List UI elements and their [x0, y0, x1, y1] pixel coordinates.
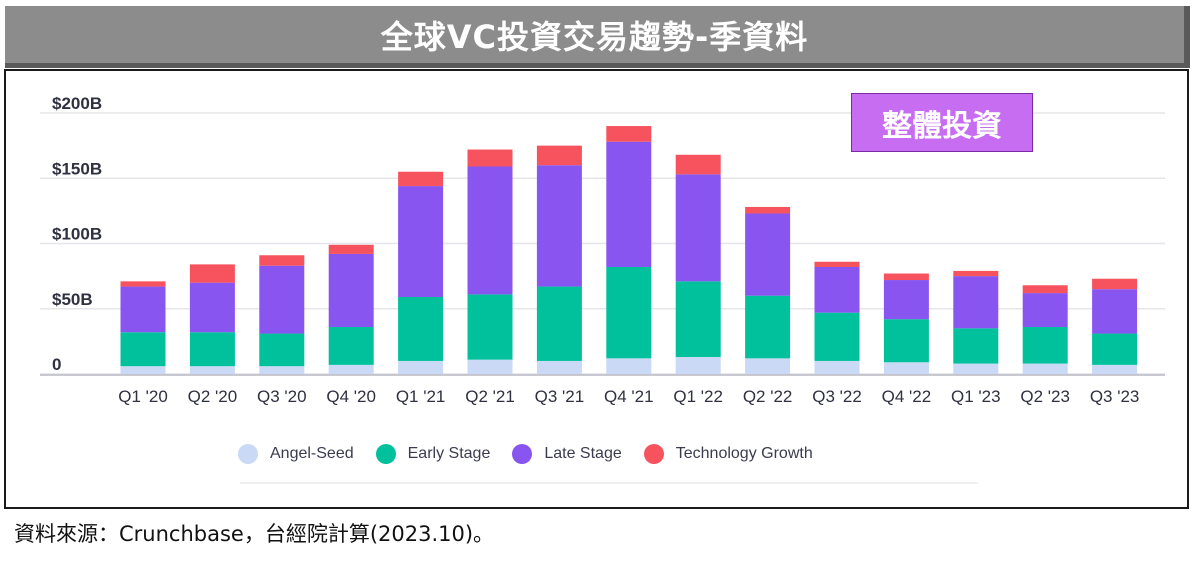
bar-segment [675, 357, 721, 374]
bar-segment [328, 244, 374, 254]
bar-segment [1022, 285, 1068, 294]
bar-segment [606, 266, 652, 359]
bar-segment [259, 333, 305, 367]
legend-label: Angel-Seed [270, 445, 354, 462]
bar-segment [536, 286, 582, 361]
legend-swatch [643, 444, 664, 464]
bar-segment [675, 281, 721, 358]
source-note: 資料來源：Crunchbase，台經院計算(2023.10)。 [14, 522, 495, 546]
bar-segment [953, 276, 999, 329]
x-tick-label: Q4 '22 [882, 387, 932, 406]
y-tick-label: $50B [52, 290, 93, 309]
x-tick-label: Q3 '22 [812, 387, 862, 406]
overall-investment-badge: 整體投資 [851, 93, 1033, 152]
bar-segment [120, 286, 166, 333]
bar-segment [883, 362, 929, 374]
bar-segment [606, 358, 652, 374]
bar-segment [398, 297, 444, 361]
bar-segment [189, 366, 235, 374]
y-tick-label: $100B [52, 225, 102, 244]
bar-segment [675, 154, 721, 175]
bar-segment [120, 281, 166, 287]
bar-segment [398, 186, 444, 298]
x-tick-label: Q2 '23 [1020, 387, 1070, 406]
legend-item: Late Stage [512, 444, 622, 464]
x-tick-label: Q3 '23 [1090, 387, 1140, 406]
bar-segment [745, 213, 791, 296]
x-tick-label: Q3 '21 [535, 387, 585, 406]
x-tick-label: Q2 '21 [465, 387, 515, 406]
y-tick-label: 0 [52, 355, 61, 374]
bar-segment [536, 145, 582, 166]
x-tick-label: Q1 '23 [951, 387, 1001, 406]
bar-segment [189, 282, 235, 333]
bar-segment [189, 332, 235, 367]
bar-segment [745, 295, 791, 359]
bar-segment [467, 359, 513, 374]
bar-segment [536, 165, 582, 287]
legend-swatch [375, 444, 396, 464]
legend-swatch [512, 444, 533, 464]
bar-segment [814, 266, 860, 313]
bar-segment [883, 319, 929, 363]
x-tick-label: Q4 '21 [604, 387, 654, 406]
title-bar: 全球VC投資交易趨勢-季資料 [5, 6, 1190, 68]
bar-segment [120, 366, 166, 374]
bar-segment [398, 360, 444, 374]
bar-segment [259, 255, 305, 266]
bar-segment [883, 280, 929, 320]
bar-segment [1022, 293, 1068, 328]
x-tick-label: Q2 '22 [743, 387, 793, 406]
bar-segment [1092, 289, 1138, 334]
legend-item: Angel-Seed [238, 444, 354, 464]
bar-segment [1022, 363, 1068, 374]
bar-segment [745, 358, 791, 374]
bar-segment [814, 360, 860, 374]
bar-segment [328, 253, 374, 328]
bar-segment [883, 273, 929, 281]
x-tick-label: Q3 '20 [257, 387, 307, 406]
bar-segment [467, 166, 513, 295]
bar-segment [1022, 327, 1068, 364]
bar-segment [606, 141, 652, 267]
bar-segment [814, 312, 860, 361]
bar-segment [953, 328, 999, 364]
x-tick-label: Q2 '20 [188, 387, 238, 406]
legend-label: Late Stage [544, 445, 622, 462]
bar-segment [675, 174, 721, 282]
y-tick-label: $200B [52, 94, 102, 113]
bar-segment [953, 363, 999, 374]
legend-label: Early Stage [407, 445, 491, 462]
bar-segment [814, 261, 860, 267]
bar-segment [1092, 364, 1138, 374]
legend-label: Technology Growth [675, 445, 813, 462]
bar-segment [467, 149, 513, 167]
legend-item: Early Stage [375, 444, 491, 464]
bar-segment [259, 366, 305, 374]
bar-segment [467, 294, 513, 360]
bar-segment [953, 270, 999, 277]
bar-segment [745, 206, 791, 214]
chart-title: 全球VC投資交易趨勢-季資料 [380, 17, 809, 56]
bar-segment [120, 332, 166, 367]
legend-swatch [238, 444, 258, 464]
bar-segment [398, 171, 444, 187]
chart-legend: Angel-Seed Early Stage Late Stage Technolog… [238, 441, 835, 467]
bar-segment [606, 126, 652, 142]
x-tick-label: Q1 '20 [118, 387, 168, 406]
legend-item: Technology Growth [643, 444, 813, 464]
bar-segment [328, 327, 374, 365]
bar-segment [536, 360, 582, 374]
bar-segment [259, 265, 305, 334]
bar-segment [328, 364, 374, 374]
x-tick-label: Q4 '20 [326, 387, 376, 406]
bar-segment [189, 264, 235, 283]
x-tick-label: Q1 '22 [673, 387, 723, 406]
bar-segment [1092, 278, 1138, 290]
bar-segment [1092, 333, 1138, 365]
y-tick-label: $150B [52, 159, 102, 178]
x-tick-label: Q1 '21 [396, 387, 446, 406]
